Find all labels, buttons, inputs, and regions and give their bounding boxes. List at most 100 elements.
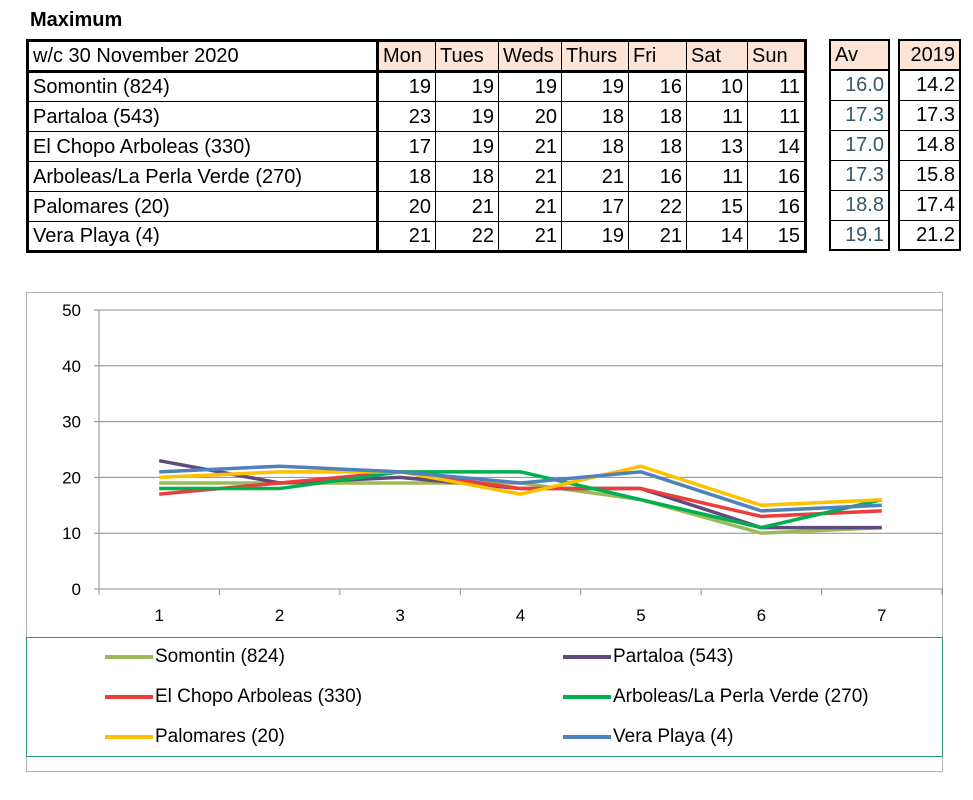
day-header: Tues — [435, 40, 499, 73]
day-header: Mon — [377, 40, 436, 73]
temperature-cell: 19 — [498, 71, 562, 102]
temperature-cell: 22 — [628, 191, 687, 222]
temperature-cell: 21 — [498, 221, 562, 252]
temperature-cell: 16 — [628, 71, 687, 102]
prev-year-cell: 21.2 — [898, 219, 961, 251]
temperature-cell: 23 — [377, 101, 436, 132]
legend-item: Vera Playa (4) — [563, 726, 733, 748]
x-tick-label: 6 — [757, 606, 766, 625]
station-name: Palomares (20) — [27, 191, 379, 222]
temperature-cell: 19 — [435, 71, 499, 102]
y-tick-label: 50 — [62, 301, 81, 320]
legend-label: Partaloa (543) — [613, 646, 734, 667]
temperature-cell: 21 — [498, 131, 562, 162]
chart-frame: 0 10 20 30 40 50 1 2 3 4 5 6 7 — [26, 292, 943, 772]
table-row: Somontin (824) 19 19 19 19 16 10 11 — [27, 71, 806, 102]
prev-year-header: 2019 — [898, 39, 961, 71]
x-tick-label: 4 — [516, 606, 525, 625]
legend-swatch — [563, 695, 611, 699]
legend-label: Palomares (20) — [155, 726, 285, 747]
temperature-cell: 18 — [435, 161, 499, 192]
legend-label: Somontin (824) — [155, 646, 285, 667]
table-row: Palomares (20) 20 21 21 17 22 15 16 — [27, 191, 806, 222]
temperature-cell: 21 — [377, 221, 436, 252]
temperature-cell: 18 — [561, 101, 629, 132]
temperature-cell: 21 — [435, 191, 499, 222]
temperature-cell: 21 — [628, 221, 687, 252]
table-row: Vera Playa (4) 21 22 21 19 21 14 15 — [27, 221, 806, 252]
legend-swatch — [105, 695, 153, 699]
station-name: Arboleas/La Perla Verde (270) — [27, 161, 379, 192]
temperature-cell: 20 — [498, 101, 562, 132]
prev-year-cell: 17.3 — [898, 99, 961, 131]
temperature-cell: 16 — [747, 191, 806, 222]
series-line-5 — [159, 464, 882, 508]
temperature-cell: 15 — [747, 221, 806, 252]
temperature-cell: 19 — [561, 221, 629, 252]
x-tick-label: 5 — [636, 606, 645, 625]
table-row: El Chopo Arboleas (330) 17 19 21 18 18 13 14 — [27, 131, 806, 162]
temperature-cell: 15 — [686, 191, 748, 222]
y-tick-label: 40 — [62, 357, 81, 376]
average-cell: 17.3 — [829, 159, 890, 191]
legend-item: Partaloa (543) — [563, 646, 733, 668]
series-line-4 — [159, 470, 883, 530]
day-header: Weds — [498, 40, 562, 73]
temperature-cell: 16 — [628, 161, 687, 192]
prev-year-cell: 15.8 — [898, 159, 961, 191]
temperature-cell: 10 — [686, 71, 748, 102]
temperature-cell: 14 — [686, 221, 748, 252]
temperature-cell: 21 — [498, 191, 562, 222]
temperature-table: w/c 30 November 2020 Mon Tues Weds Thurs… — [26, 39, 807, 253]
y-tick-label: 30 — [62, 413, 81, 432]
table-row: Arboleas/La Perla Verde (270) 18 18 21 21 16 1… — [27, 161, 806, 192]
average-column: Av 16.0 17.3 17.0 17.3 18.8 19.1 — [829, 39, 890, 251]
temperature-cell: 17 — [561, 191, 629, 222]
table-row: Partaloa (543) 23 19 20 18 18 11 11 — [27, 101, 806, 132]
temperature-cell: 18 — [561, 131, 629, 162]
average-cell: 19.1 — [829, 219, 890, 251]
temperature-cell: 18 — [628, 101, 687, 132]
temperature-cell: 18 — [628, 131, 687, 162]
legend-swatch — [563, 655, 611, 659]
average-cell: 17.0 — [829, 129, 890, 161]
x-tick-label: 3 — [395, 606, 404, 625]
legend-item: El Chopo Arboleas (330) — [105, 686, 362, 708]
avg-header: Av — [829, 39, 890, 71]
week-label: w/c 30 November 2020 — [27, 40, 379, 73]
temperature-cell: 11 — [747, 101, 806, 132]
legend-item: Somontin (824) — [105, 646, 285, 668]
temperature-cell: 19 — [435, 131, 499, 162]
series-line-6 — [159, 464, 882, 513]
y-tick-label: 10 — [62, 524, 81, 543]
station-name: El Chopo Arboleas (330) — [27, 131, 379, 162]
y-tick-label: 0 — [72, 580, 81, 599]
legend-item: Palomares (20) — [105, 726, 285, 748]
station-name: Vera Playa (4) — [27, 221, 379, 252]
chart-legend: Somontin (824) Partaloa (543) El Chopo Arb… — [26, 637, 943, 757]
line-chart: 0 10 20 30 40 50 1 2 3 4 5 6 7 — [62, 301, 943, 625]
temperature-cell: 11 — [686, 101, 748, 132]
series-line-3 — [159, 470, 882, 519]
x-tick-label: 2 — [275, 606, 284, 625]
legend-label: Vera Playa (4) — [613, 726, 734, 747]
station-name: Somontin (824) — [27, 71, 379, 102]
prev-year-cell: 14.2 — [898, 69, 961, 101]
legend-item: Arboleas/La Perla Verde (270) — [563, 686, 869, 708]
average-cell: 16.0 — [829, 69, 890, 101]
x-tick-label: 1 — [154, 606, 163, 625]
temperature-cell: 21 — [561, 161, 629, 192]
page-title: Maximum — [30, 9, 123, 31]
temperature-cell: 19 — [561, 71, 629, 102]
temperature-cell: 18 — [377, 161, 436, 192]
temperature-cell: 19 — [435, 101, 499, 132]
average-cell: 17.3 — [829, 99, 890, 131]
previous-year-column: 2019 14.2 17.3 14.8 15.8 17.4 21.2 — [898, 39, 961, 251]
temperature-cell: 19 — [377, 71, 436, 102]
temperature-cell: 17 — [377, 131, 436, 162]
prev-year-cell: 14.8 — [898, 129, 961, 161]
prev-year-cell: 17.4 — [898, 189, 961, 221]
legend-label: El Chopo Arboleas (330) — [155, 686, 363, 707]
table-header-row: w/c 30 November 2020 Mon Tues Weds Thurs… — [27, 40, 806, 73]
legend-label: Arboleas/La Perla Verde (270) — [613, 686, 869, 707]
